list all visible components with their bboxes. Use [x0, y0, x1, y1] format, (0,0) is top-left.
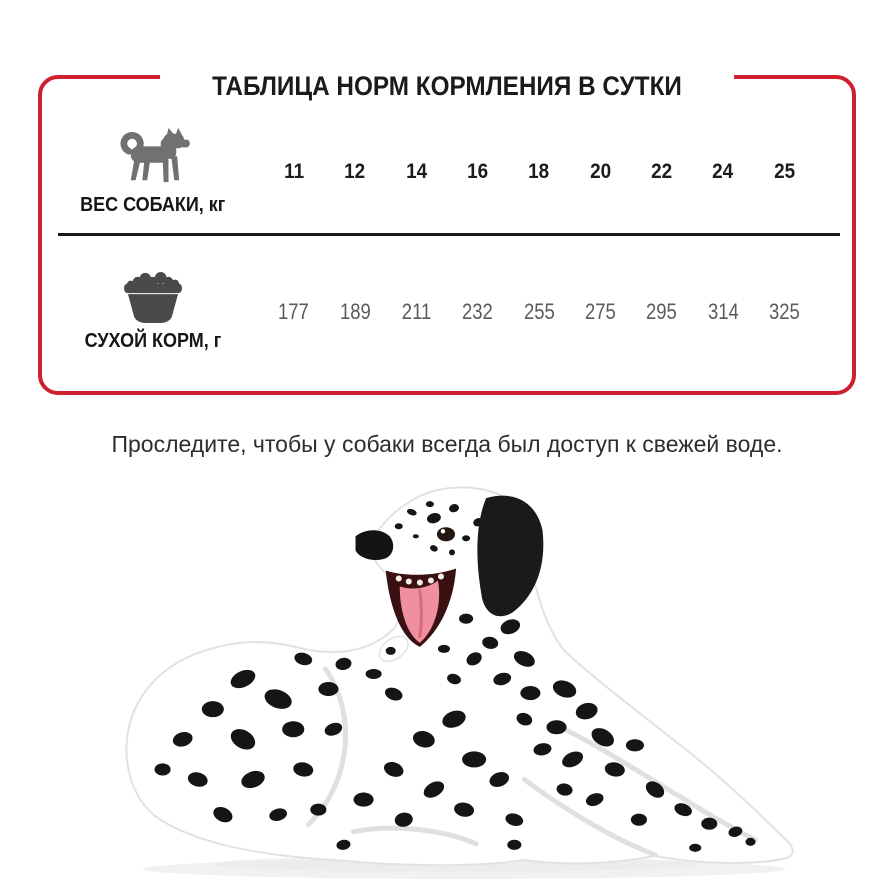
food-row-label: СУХОЙ КОРМ, г	[84, 330, 221, 352]
weight-value: 24	[712, 160, 734, 183]
feeding-table-title-text: ТАБЛИЦА НОРМ КОРМЛЕНИЯ В СУТКИ	[212, 71, 682, 101]
food-value: 314	[707, 299, 739, 324]
weight-row-label: ВЕС СОБАКИ, кг	[79, 194, 226, 216]
weight-row-header: ВЕС СОБАКИ, кг	[42, 127, 263, 217]
food-value: 189	[339, 299, 371, 324]
food-value: 232	[462, 299, 494, 324]
weight-value: 11	[283, 160, 304, 183]
food-bowl-icon	[123, 271, 182, 323]
table-divider	[58, 233, 840, 236]
food-value: 275	[584, 299, 616, 324]
feeding-table-title: ТАБЛИЦА НОРМ КОРМЛЕНИЯ В СУТКИ	[160, 71, 734, 103]
food-value: 295	[646, 299, 678, 324]
weight-value: 25	[773, 160, 795, 183]
weight-value: 20	[589, 160, 611, 183]
weight-value: 18	[528, 160, 550, 183]
food-value: 177	[278, 299, 310, 324]
feeding-table-box: ВЕС СОБАКИ, кг 11 12 14 16 18 20 22 24 2…	[38, 75, 856, 395]
weight-value: 16	[467, 160, 489, 183]
fresh-water-note: Проследите, чтобы у собаки всегда был до…	[111, 431, 783, 457]
food-row-header: СУХОЙ КОРМ, г	[42, 271, 263, 353]
dog-ear	[477, 495, 544, 617]
dalmatian-photo	[125, 486, 794, 879]
weight-value: 22	[651, 160, 673, 183]
food-row: СУХОЙ КОРМ, г 177 189 211 232 255 275 29…	[42, 237, 852, 387]
food-value: 211	[401, 299, 432, 324]
food-value: 325	[768, 299, 800, 324]
weight-value: 14	[405, 160, 427, 183]
weight-row: ВЕС СОБАКИ, кг 11 12 14 16 18 20 22 24 2…	[42, 97, 852, 247]
food-value: 255	[523, 299, 555, 324]
dog-icon	[120, 127, 190, 183]
weight-value: 12	[344, 160, 366, 183]
